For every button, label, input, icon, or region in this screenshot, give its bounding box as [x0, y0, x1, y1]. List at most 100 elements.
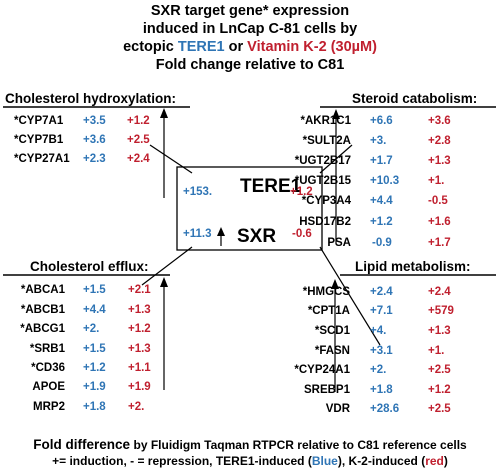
gene-label: *CPT1A — [307, 305, 350, 317]
sxr-blue-value: +11.3 — [183, 228, 212, 240]
tere1-value: +1.5 — [83, 343, 106, 355]
k2-value: +1.3 — [428, 325, 451, 337]
connector-top-left — [149, 144, 193, 174]
k2-value: +1.6 — [428, 216, 451, 228]
tere1-value: +4. — [370, 325, 387, 337]
gene-label: *CYP27A1 — [14, 153, 70, 165]
footer-fold-difference: Fold difference — [33, 437, 131, 452]
center-box — [176, 166, 323, 251]
k2-value: +1.7 — [428, 237, 451, 249]
k2-value: +1. — [428, 345, 445, 357]
title-tere1: TERE1 — [177, 39, 225, 55]
tere1-value: +2. — [370, 364, 387, 376]
k2-value: +2. — [128, 401, 145, 413]
tere1-value: +10.3 — [370, 175, 400, 187]
tere1-value: +4.4 — [370, 195, 393, 207]
heading-steroid-catabolism: Steroid catabolism: — [352, 91, 478, 106]
gene-label: *CYP3A4 — [301, 195, 351, 207]
title-line-4: Fold change relative to C81 — [155, 57, 345, 73]
gene-label: *CYP24A1 — [294, 364, 350, 376]
title-ectopic: ectopic — [123, 39, 174, 55]
tere1-value: +1.8 — [370, 384, 393, 396]
tere1-value: +2.3 — [83, 153, 106, 165]
gene-label: HSD17B2 — [299, 216, 351, 228]
gene-label: *SCD1 — [314, 325, 350, 337]
gene-label: *CYP7B1 — [14, 134, 64, 146]
tere1-value: +1.8 — [83, 401, 106, 413]
gene-label: VDR — [325, 403, 350, 415]
footer-legend-a: += induction, - = repression, TERE1-indu… — [52, 454, 312, 468]
k2-value: +1.2 — [127, 115, 150, 127]
arrow-sxr-head — [217, 227, 225, 236]
heading-lipid-metabolism: Lipid metabolism: — [355, 259, 471, 274]
gene-label: *SULT2A — [302, 135, 351, 147]
footer-line-1: Fold difference by Fluidigm Taqman RTPCR… — [0, 437, 500, 453]
k2-value: +579 — [428, 305, 454, 317]
gene-label: SREBP1 — [303, 384, 350, 396]
tere1-value: +6.6 — [370, 115, 393, 127]
gene-label: *UGT2B17 — [294, 155, 351, 167]
k2-value: +1.3 — [428, 155, 451, 167]
k2-value: -0.5 — [428, 195, 448, 207]
k2-value: +2.8 — [428, 135, 451, 147]
tere1-value: +1.2 — [370, 216, 393, 228]
gene-label: *HMGCS — [302, 286, 350, 298]
sxr-label: SXR — [237, 226, 277, 247]
gene-label: *SRB1 — [29, 343, 65, 355]
tere1-label: TERE1 — [240, 176, 302, 197]
k2-value: +2.5 — [428, 403, 451, 415]
k2-value: +2.1 — [128, 284, 151, 296]
footer-line-2: += induction, - = repression, TERE1-indu… — [0, 454, 500, 469]
footer-legend-c: ), K-2-induced ( — [337, 454, 426, 468]
gene-label: *ABCG1 — [20, 323, 65, 335]
tere1-blue-value: +153. — [183, 186, 213, 198]
footer-legend-blue: Blue — [311, 454, 338, 468]
title-line-1: SXR target gene* expression — [150, 3, 350, 19]
gene-label: MRP2 — [33, 401, 65, 413]
connector-bottom-right — [319, 246, 381, 346]
tere1-value: +1.7 — [370, 155, 393, 167]
gene-label: PSA — [327, 237, 351, 249]
k2-value: +1.2 — [128, 323, 151, 335]
k2-value: +1. — [428, 175, 445, 187]
tere1-value: +3.1 — [370, 345, 393, 357]
tere1-value: +2.4 — [370, 286, 393, 298]
title-or: or — [228, 39, 244, 55]
title-line-2: induced in LnCap C-81 cells by — [142, 21, 358, 37]
gene-label: *ABCB1 — [20, 304, 65, 316]
arrow-hydroxylation-head — [160, 108, 168, 118]
k2-value: +2.4 — [127, 153, 150, 165]
tere1-value: +1.9 — [83, 381, 106, 393]
footer-legend-e: ) — [443, 454, 448, 468]
gene-label: *CYP7A1 — [14, 115, 64, 127]
tere1-value: +28.6 — [370, 403, 400, 415]
arrow-steroid-head — [332, 109, 340, 119]
arrow-lipid-head — [331, 279, 339, 289]
tere1-value: +4.4 — [83, 304, 106, 316]
k2-value: +2.5 — [428, 364, 451, 376]
gene-label: *UGT2B15 — [294, 175, 351, 187]
k2-value: +1.9 — [128, 381, 151, 393]
title-line-3: ectopic TERE1 or Vitamin K-2 (30µM) — [0, 38, 500, 56]
gene-label: APOE — [32, 381, 65, 393]
k2-value: +1.3 — [128, 304, 151, 316]
tere1-value: -0.9 — [372, 237, 392, 249]
k2-value: +1.3 — [128, 343, 151, 355]
tere1-value: +3. — [370, 135, 387, 147]
tere1-value: +3.6 — [83, 134, 106, 146]
gene-label: *AKR1C1 — [300, 115, 352, 127]
tere1-value: +7.1 — [370, 305, 393, 317]
k2-value: +1.2 — [428, 384, 451, 396]
gene-label: *ABCA1 — [20, 284, 65, 296]
title-vitamin-k2: Vitamin K-2 (30µM) — [247, 39, 377, 55]
footer-method: by Fluidigm Taqman RTPCR relative to C81… — [133, 438, 467, 452]
tere1-red-value: +1.2 — [290, 186, 313, 198]
tere1-value: +3.5 — [83, 115, 106, 127]
tere1-value: +1.2 — [83, 362, 106, 374]
heading-cholesterol-hydroxylation: Cholesterol hydroxylation: — [5, 91, 177, 106]
gene-label: *CD36 — [31, 362, 65, 374]
k2-value: +2.5 — [127, 134, 150, 146]
k2-value: +3.6 — [428, 115, 451, 127]
tere1-value: +2. — [83, 323, 100, 335]
